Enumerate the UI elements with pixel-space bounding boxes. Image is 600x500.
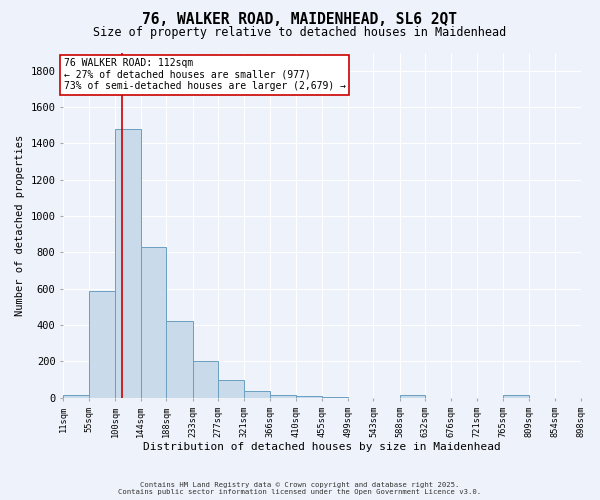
Text: 76 WALKER ROAD: 112sqm
← 27% of detached houses are smaller (977)
73% of semi-de: 76 WALKER ROAD: 112sqm ← 27% of detached… [64,58,346,91]
Text: 76, WALKER ROAD, MAIDENHEAD, SL6 2QT: 76, WALKER ROAD, MAIDENHEAD, SL6 2QT [143,12,458,28]
Bar [503,395,529,398]
Bar [193,362,218,398]
Bar [322,397,348,398]
Bar [89,292,115,398]
Bar [166,322,193,398]
Bar [270,395,296,398]
X-axis label: Distribution of detached houses by size in Maidenhead: Distribution of detached houses by size … [143,442,501,452]
Bar [115,129,141,398]
Bar [63,395,89,398]
Text: Contains HM Land Registry data © Crown copyright and database right 2025.
Contai: Contains HM Land Registry data © Crown c… [118,482,482,495]
Bar [218,380,244,398]
Y-axis label: Number of detached properties: Number of detached properties [15,134,25,316]
Bar [244,392,270,398]
Bar [400,395,425,398]
Bar [141,247,166,398]
Text: Size of property relative to detached houses in Maidenhead: Size of property relative to detached ho… [94,26,506,39]
Bar [296,396,322,398]
